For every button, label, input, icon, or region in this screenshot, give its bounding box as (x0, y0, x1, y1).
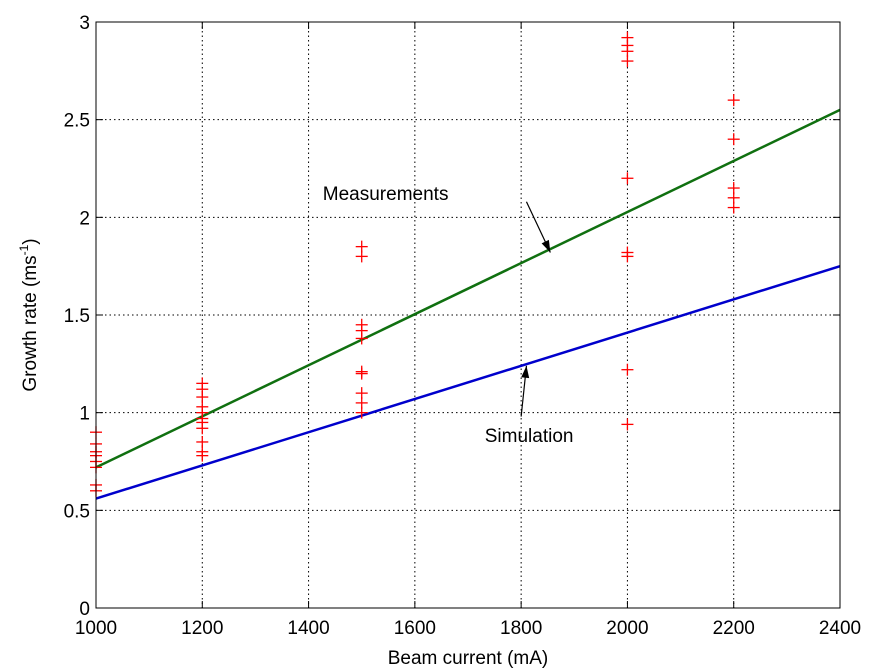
data-point (355, 365, 368, 378)
y-tick-label: 1 (79, 404, 90, 425)
y-tick-label: 0.5 (64, 501, 90, 522)
simulation-fit-line (95, 264, 841, 500)
x-tick-label: 2400 (819, 618, 861, 639)
x-tick-label: 1200 (181, 618, 223, 639)
x-tick-label: 2000 (606, 618, 648, 639)
data-point (621, 363, 634, 376)
data-point (355, 240, 368, 253)
data-point (355, 387, 368, 400)
data-point (621, 31, 634, 44)
simulation-annotation-text: Simulation (485, 426, 574, 447)
y-ticks: 0 0.5 1 1.5 2 2.5 3 (64, 13, 840, 620)
data-point (727, 133, 740, 146)
x-tick-label: 1600 (394, 618, 436, 639)
data-point (196, 435, 209, 448)
data-point (727, 94, 740, 107)
simulation-annotation-arrow (520, 365, 530, 417)
x-ticks: 1000 1200 1400 1600 1800 2000 2200 2400 (75, 22, 861, 639)
annotations: Measurements Simulation (323, 184, 574, 447)
x-tick-label: 2200 (713, 618, 755, 639)
data-point (355, 318, 368, 331)
x-tick-label: 1800 (500, 618, 542, 639)
y-tick-label: 3 (79, 13, 90, 34)
x-tick-label: 1400 (287, 618, 329, 639)
y-axis-label-sup: -1 (17, 244, 31, 255)
measurements-annotation-arrow (525, 201, 551, 253)
data-point (621, 418, 634, 431)
y-axis-label-tail: ) (20, 238, 41, 244)
x-axis-label: Beam current (mA) (388, 648, 548, 669)
plot-area (96, 22, 840, 608)
y-tick-label: 1.5 (64, 306, 90, 327)
data-point (621, 172, 634, 185)
y-tick-label: 0 (79, 599, 90, 620)
y-tick-label: 2.5 (64, 111, 90, 132)
data-point (727, 182, 740, 195)
measurements-fit-line (95, 108, 841, 469)
data-point (196, 377, 209, 390)
fit-lines (95, 108, 841, 500)
y-tick-label: 2 (79, 208, 90, 229)
data-point (621, 246, 634, 259)
measurements-annotation-text: Measurements (323, 184, 449, 205)
y-axis-label: Growth rate (ms-1) (17, 238, 41, 391)
x-tick-label: 1000 (75, 618, 117, 639)
y-axis-label-base: Growth rate (ms (20, 255, 41, 391)
